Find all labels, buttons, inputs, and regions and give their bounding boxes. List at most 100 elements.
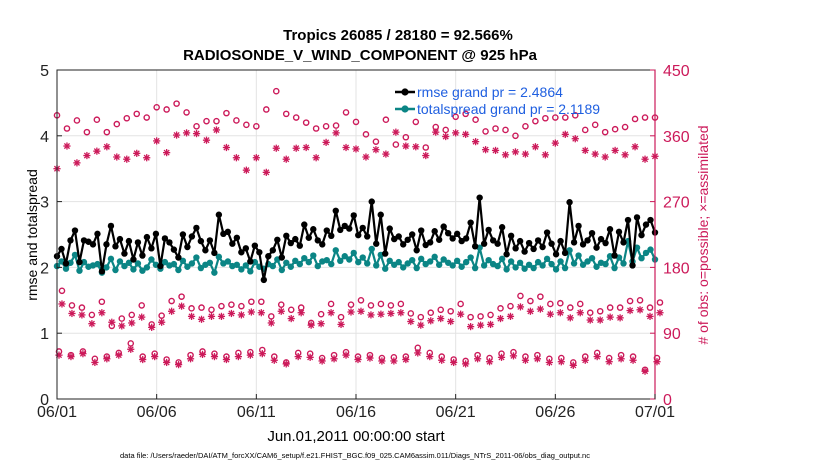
- marker-stroke: [562, 131, 569, 138]
- rmse-point: [507, 232, 515, 240]
- rmse-point: [134, 239, 142, 246]
- marker-stroke: [198, 316, 205, 323]
- series-lines: [53, 194, 659, 284]
- obs-possible-marker: [143, 114, 150, 121]
- obs-possible-marker: [512, 132, 519, 140]
- rmse-point: [346, 225, 353, 232]
- rmse-point: [161, 235, 169, 242]
- marker-stroke: [594, 353, 601, 360]
- obs-assimilated-marker: [378, 357, 386, 365]
- obs-assimilated-marker: [427, 317, 435, 325]
- marker-stroke: [91, 359, 98, 366]
- rmse-point: [112, 243, 119, 250]
- obs-possible-marker: [118, 315, 126, 322]
- marker-stroke: [199, 351, 206, 358]
- obs-possible-marker: [576, 300, 584, 308]
- obs-assimilated-marker: [641, 155, 649, 163]
- obs-assimilated-marker: [294, 352, 302, 361]
- obs-possible-marker: [402, 133, 410, 141]
- rmse-point: [143, 233, 151, 241]
- legend: rmse grand pr = 2.4864 totalspread grand…: [395, 84, 600, 117]
- rmse-point: [256, 249, 263, 256]
- obs-assimilated-marker: [307, 321, 315, 329]
- obs-assimilated-marker: [556, 309, 564, 317]
- marker-stroke: [113, 153, 120, 161]
- obs-possible-marker: [258, 298, 265, 306]
- obs-assimilated-marker: [422, 151, 430, 160]
- rmse-point: [202, 247, 209, 254]
- totalspread-point: [584, 258, 591, 265]
- rmse-point: [480, 240, 488, 247]
- obs-assimilated-marker: [486, 320, 495, 329]
- chart-subtitle: RADIOSONDE_V_WIND_COMPONENT @ 925 hPa: [183, 47, 538, 64]
- obs-assimilated-marker: [491, 146, 500, 155]
- obs-possible-marker: [357, 296, 365, 304]
- obs-assimilated-marker: [227, 309, 236, 318]
- obs-assimilated-marker: [546, 310, 554, 318]
- obs-possible-marker: [552, 114, 559, 121]
- marker-stroke: [397, 309, 404, 316]
- obs-possible-marker: [542, 114, 549, 122]
- marker-stroke: [79, 350, 86, 357]
- rmse-point: [382, 250, 389, 257]
- totalspread-point: [215, 253, 223, 261]
- obs-assimilated-marker: [192, 130, 201, 138]
- obs-possible-marker: [641, 114, 649, 121]
- obs-possible-marker: [183, 109, 190, 116]
- obs-assimilated-marker: [377, 310, 385, 318]
- obs-assimilated-marker: [447, 317, 455, 326]
- obs-assimilated-marker: [247, 308, 255, 316]
- obs-possible-marker: [103, 128, 111, 136]
- marker-stroke: [452, 129, 459, 136]
- marker-stroke: [288, 315, 295, 322]
- obs-possible-marker: [223, 109, 230, 117]
- marker-stroke: [138, 314, 145, 321]
- obs-assimilated-marker: [282, 360, 290, 368]
- rmse-point: [409, 231, 416, 238]
- rmse-point: [440, 223, 447, 230]
- y-axis-label: rmse and totalspread: [24, 169, 40, 301]
- obs-assimilated-marker: [442, 132, 450, 141]
- totalspread-point: [134, 260, 142, 267]
- obs-assimilated-marker: [173, 131, 181, 139]
- rmse-point: [426, 239, 434, 246]
- totalspread-point: [179, 257, 187, 265]
- rmse-point: [229, 240, 236, 247]
- totalspread-point: [121, 262, 128, 270]
- obs-assimilated-marker: [272, 144, 280, 152]
- marker-stroke: [163, 149, 170, 156]
- totalspread-point: [534, 258, 542, 266]
- rmse-point: [364, 233, 371, 240]
- rmse-point: [67, 237, 74, 244]
- rmse-point: [404, 236, 411, 243]
- obs-assimilated-marker: [593, 352, 601, 361]
- rmse-point: [130, 256, 137, 263]
- marker-stroke: [402, 356, 409, 363]
- obs-assimilated-marker: [258, 350, 266, 358]
- obs-assimilated-marker: [108, 318, 116, 326]
- rmse-point: [548, 240, 555, 247]
- marker-stroke: [163, 359, 170, 366]
- totalspread-point: [467, 254, 474, 261]
- totalspread-point: [638, 254, 645, 262]
- obs-possible-marker: [517, 292, 524, 300]
- totalspread-point: [543, 255, 551, 263]
- rmse-point: [359, 224, 366, 232]
- obs-assimilated-marker: [472, 138, 480, 146]
- obs-assimilated-marker: [163, 149, 171, 157]
- rmse-point: [188, 233, 196, 240]
- obs-possible-marker: [317, 310, 325, 318]
- totalspread-point: [611, 264, 618, 272]
- rmse-point: [543, 229, 551, 236]
- obs-assimilated-marker: [621, 151, 629, 159]
- totalspread-point: [471, 264, 479, 272]
- obs-assimilated-marker: [616, 314, 624, 322]
- plot-area: [53, 69, 664, 400]
- rmse-point: [121, 250, 128, 257]
- obs-assimilated-marker: [133, 149, 141, 157]
- totalspread-point: [305, 258, 312, 266]
- obs-assimilated-marker: [462, 360, 470, 368]
- rmse-point: [534, 237, 542, 244]
- obs-assimilated-marker: [392, 128, 400, 136]
- totalspread-point: [346, 256, 353, 263]
